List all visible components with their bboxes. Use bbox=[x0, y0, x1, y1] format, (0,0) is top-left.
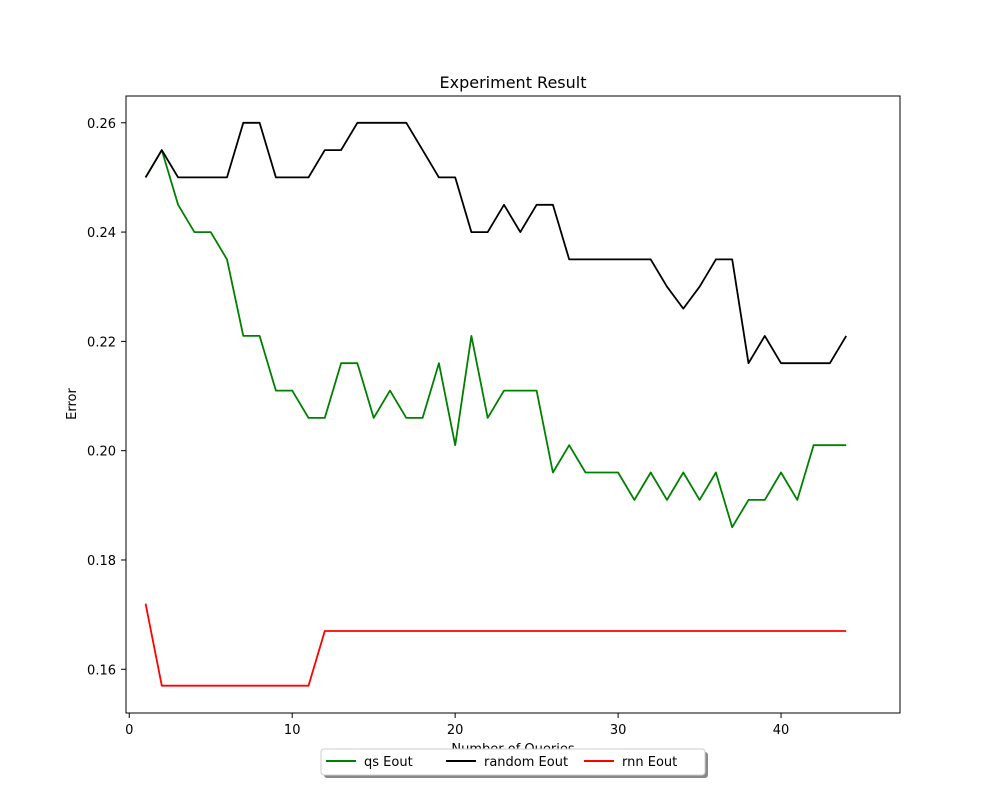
y-axis-label: Error bbox=[65, 388, 80, 420]
legend-box bbox=[320, 748, 706, 776]
legend-label-random-eout: random Eout bbox=[484, 755, 568, 770]
y-tick-label: 0.18 bbox=[87, 554, 116, 569]
plot-frame bbox=[125, 95, 901, 714]
x-tick-label: 0 bbox=[125, 723, 133, 738]
plot-area bbox=[125, 95, 901, 714]
series-line-rnn-eout bbox=[144, 603, 847, 687]
x-axis: 0 10 20 30 40 bbox=[125, 713, 789, 738]
legend-label-qs-eout: qs Eout bbox=[364, 755, 413, 770]
legend-label-rnn-eout: rnn Eout bbox=[622, 755, 677, 770]
chart-title: Experiment Result bbox=[440, 73, 587, 92]
series-layer bbox=[144, 121, 847, 687]
x-tick-label: 10 bbox=[284, 723, 301, 738]
y-tick-label: 0.24 bbox=[87, 226, 116, 241]
x-tick-label: 30 bbox=[610, 723, 627, 738]
legend: qs Eout random Eout rnn Eout bbox=[320, 748, 708, 778]
series-line-random-eout bbox=[144, 121, 847, 365]
y-axis: 0.16 0.18 0.20 0.22 0.24 0.26 bbox=[87, 117, 126, 678]
x-tick-label: 20 bbox=[447, 723, 464, 738]
x-tick-label: 40 bbox=[773, 723, 790, 738]
series-line-qs-eout bbox=[144, 149, 847, 529]
legend-items: qs Eout random Eout rnn Eout bbox=[326, 755, 677, 770]
y-tick-label: 0.16 bbox=[87, 663, 116, 678]
y-tick-label: 0.20 bbox=[87, 445, 116, 460]
y-tick-label: 0.26 bbox=[87, 117, 116, 132]
y-tick-label: 0.22 bbox=[87, 335, 116, 350]
plot-background bbox=[126, 96, 900, 713]
